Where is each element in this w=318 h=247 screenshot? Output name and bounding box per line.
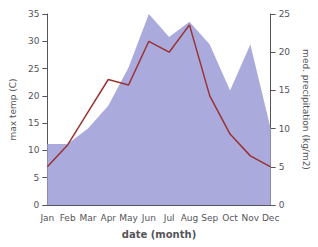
svg-text:Apr: Apr bbox=[100, 213, 116, 223]
svg-text:35: 35 bbox=[28, 9, 39, 19]
svg-text:Sep: Sep bbox=[201, 213, 218, 223]
svg-text:10: 10 bbox=[279, 124, 291, 134]
svg-text:15: 15 bbox=[279, 85, 290, 95]
svg-text:Nov: Nov bbox=[242, 213, 260, 223]
svg-text:0: 0 bbox=[279, 200, 285, 210]
svg-text:date (month): date (month) bbox=[122, 229, 196, 240]
svg-text:May: May bbox=[119, 213, 138, 223]
svg-text:Jul: Jul bbox=[163, 213, 175, 223]
svg-text:5: 5 bbox=[279, 162, 285, 172]
svg-text:Oct: Oct bbox=[222, 213, 238, 223]
svg-text:25: 25 bbox=[28, 64, 39, 74]
svg-text:Jun: Jun bbox=[141, 213, 156, 223]
svg-text:25: 25 bbox=[279, 9, 290, 19]
svg-text:20: 20 bbox=[28, 91, 40, 101]
svg-text:Jan: Jan bbox=[39, 213, 54, 223]
svg-text:5: 5 bbox=[34, 173, 40, 183]
svg-text:med. precipitation (kg/m2): med. precipitation (kg/m2) bbox=[301, 49, 311, 170]
svg-text:20: 20 bbox=[279, 47, 291, 57]
svg-text:Feb: Feb bbox=[60, 213, 76, 223]
svg-text:Aug: Aug bbox=[181, 213, 199, 223]
svg-text:Dec: Dec bbox=[262, 213, 279, 223]
svg-text:30: 30 bbox=[28, 36, 40, 46]
svg-text:10: 10 bbox=[28, 145, 40, 155]
svg-text:15: 15 bbox=[28, 118, 39, 128]
svg-text:max temp (C): max temp (C) bbox=[8, 78, 18, 140]
svg-text:Mar: Mar bbox=[79, 213, 96, 223]
svg-text:0: 0 bbox=[34, 200, 40, 210]
